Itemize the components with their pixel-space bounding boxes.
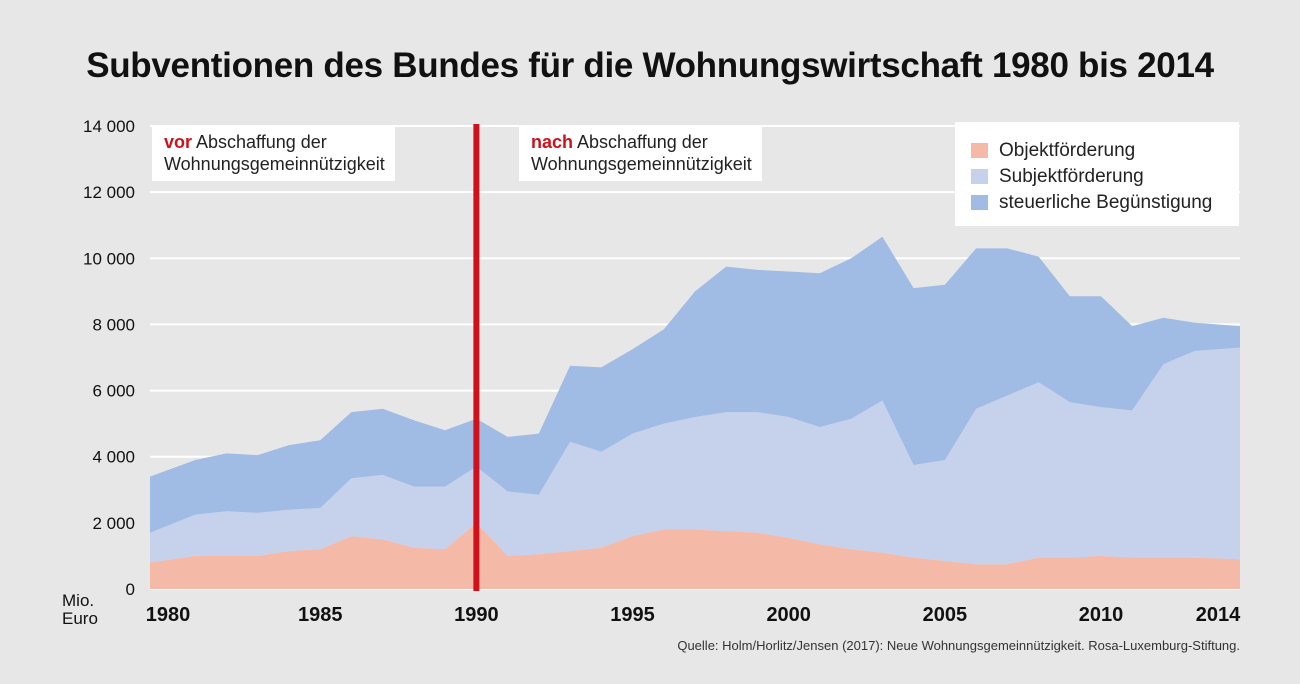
annotation-after-emphasis: nach: [531, 132, 574, 152]
y-tick-label: 14 000: [83, 117, 135, 136]
annotation-before-emphasis: vor: [164, 132, 193, 152]
annotation-before: vor Abschaffung der Wohnungsgemeinnützig…: [152, 125, 395, 181]
y-tick-label: 6 000: [92, 382, 135, 401]
chart-title: Subventionen des Bundes für die Wohnungs…: [86, 46, 1214, 85]
y-tick-label: 10 000: [83, 249, 135, 268]
annotation-before-line2: Wohnungsgemeinnützigkeit: [164, 154, 385, 174]
x-tick-label: 2005: [923, 604, 968, 626]
x-tick-label: 1990: [454, 604, 499, 626]
legend-label: steuerliche Begünstigung: [999, 192, 1213, 213]
y-tick-label: 0: [126, 580, 135, 599]
annotation-after-line1: nach Abschaffung der: [531, 131, 752, 153]
annotation-before-text: Abschaffung der: [192, 132, 327, 152]
y-axis-unit-label: Euro: [62, 609, 98, 628]
y-tick-label: 4 000: [92, 448, 135, 467]
x-tick-label: 1980: [146, 604, 191, 626]
legend-swatch: [971, 169, 988, 184]
annotation-after: nach Abschaffung der Wohnungsgemeinnützi…: [519, 125, 762, 181]
x-tick-label: 2014: [1196, 604, 1241, 626]
y-tick-label: 8 000: [92, 315, 135, 334]
x-tick-label: 1985: [298, 604, 343, 626]
area-objektf-rderung: [150, 522, 1240, 589]
annotation-after-text: Abschaffung der: [573, 132, 708, 152]
area-subjektf-rderung: [150, 347, 1240, 565]
legend-label: Subjektförderung: [999, 166, 1144, 187]
y-axis-unit-label: Mio.: [62, 591, 94, 610]
legend-label: Objektförderung: [999, 140, 1136, 161]
legend-swatch: [971, 143, 988, 158]
chart-legend: Objektförderung Subjektförderung steuerl…: [955, 122, 1239, 226]
annotation-after-line2: Wohnungsgemeinnützigkeit: [531, 154, 752, 174]
area-series-group: [150, 236, 1240, 589]
y-tick-label: 2 000: [92, 514, 135, 533]
axis-labels: 0 2 000 4 000 6 000 8 000 10 000 12 000 14 000 M…: [62, 117, 1241, 628]
legend-swatch: [971, 195, 988, 210]
x-tick-label: 1995: [610, 604, 655, 626]
annotation-before-line1: vor Abschaffung der: [164, 131, 385, 153]
area-steuerliche-beg-nstigung: [150, 236, 1240, 533]
x-tick-label: 2010: [1079, 604, 1124, 626]
y-tick-label: 12 000: [83, 183, 135, 202]
source-note: Quelle: Holm/Horlitz/Jensen (2017): Neue…: [677, 638, 1240, 653]
x-tick-label: 2000: [766, 604, 811, 626]
